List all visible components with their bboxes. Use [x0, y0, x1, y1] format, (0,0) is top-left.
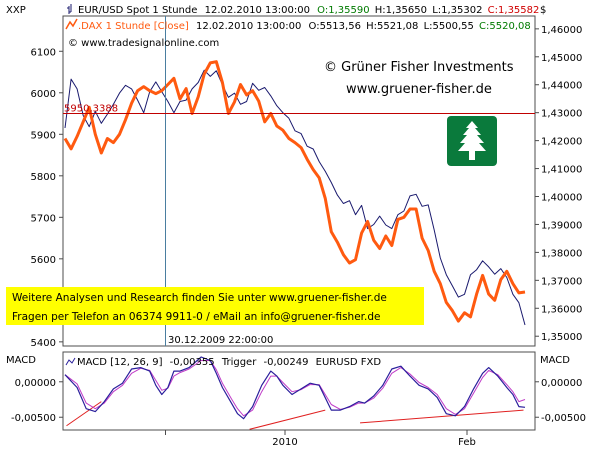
- x-tick-label: Feb: [458, 437, 476, 448]
- left-tick-label: 5900: [31, 130, 56, 141]
- left-tick-label: 6100: [31, 47, 56, 58]
- macd-legend-trigger-value: -0,00249: [264, 357, 309, 368]
- macd-series-layer: [64, 356, 526, 420]
- right-tick-label: 1,36000: [541, 304, 582, 315]
- svg-text:.DAX 1 Stunde [Close]: .DAX 1 Stunde [Close] 12.02.2010 13:00:0…: [78, 21, 531, 32]
- left-tick-label: 6000: [31, 89, 56, 100]
- macd-right-label: MACD: [540, 355, 570, 366]
- legend-dax-open: O:5513,56: [309, 21, 361, 32]
- dax-line: [63, 60, 526, 323]
- right-tick-label: 1,41000: [541, 165, 582, 176]
- right-tick-label: 1,44000: [541, 81, 582, 92]
- right-axis-label: $: [540, 5, 546, 16]
- macd-line-icon: [65, 357, 76, 366]
- right-axis: 1,35000 1,36000 1,37000 1,38000 1,39000 1,400…: [535, 25, 582, 343]
- macd-left-tick-label: 0,00000: [15, 378, 56, 389]
- right-tick-label: 1,39000: [541, 220, 582, 231]
- macd-left-label: MACD: [6, 355, 36, 366]
- right-tick-label: 1,42000: [541, 137, 582, 148]
- svg-text:MACD [12, 26, 9] -0,0035: MACD [12, 26, 9] -0,00355 Trigger -0,002…: [77, 357, 381, 368]
- macd-axes: 0,00000 0,00000 -0,00500 -0,00500: [11, 378, 586, 424]
- info-box: Weitere Analysen und Research finden Sie…: [6, 287, 424, 325]
- legend-eurusd-open: O:1,35590: [317, 5, 369, 16]
- svg-text:EUR/USD Spot 1 Stunde: EUR/USD Spot 1 Stunde 12.02.2010 13:00:0…: [78, 5, 539, 16]
- right-tick-label: 1,37000: [541, 276, 582, 287]
- tree-icon: [458, 121, 486, 151]
- macd-trend-line: [360, 409, 524, 424]
- watermark-company: © Grüner Fisher Investments: [324, 60, 514, 75]
- macd-right-tick-label: -0,00500: [541, 413, 586, 424]
- macd-trend-line: [66, 401, 102, 427]
- x-tick-label: 2010: [272, 437, 297, 448]
- legend-dax-high: H:5521,08: [366, 21, 418, 32]
- macd-legend-trigger-name: Trigger: [221, 357, 257, 368]
- legend-eurusd-close: C:1,35582: [488, 5, 540, 16]
- legend-dax-time: 12.02.2010 13:00:00: [196, 21, 301, 32]
- macd-trend-lines: [66, 401, 524, 430]
- legend-item-eurusd: EUR/USD Spot 1 Stunde 12.02.2010 13:00:0…: [67, 4, 539, 16]
- legend-dax-close: C:5520,08: [479, 21, 531, 32]
- left-tick-label: 5700: [31, 213, 56, 224]
- left-tick-label: 5600: [31, 255, 56, 266]
- main-series-layer: [63, 60, 526, 326]
- legend-dax-name: .DAX 1 Stunde [Close]: [78, 21, 189, 32]
- left-tick-label: 5400: [31, 338, 56, 349]
- legend-dax-low: L:5500,55: [424, 21, 474, 32]
- right-tick-label: 1,46000: [541, 25, 582, 36]
- legend-item-dax: .DAX 1 Stunde [Close] 12.02.2010 13:00:0…: [65, 18, 531, 32]
- macd-line: [64, 356, 526, 420]
- legend-eurusd-name: EUR/USD Spot 1 Stunde: [78, 5, 197, 16]
- bar-series-icon: [67, 4, 72, 14]
- info-line-contact: Fragen per Telefon an 06374 9911-0 / eMa…: [12, 311, 380, 323]
- company-logo: [447, 116, 497, 166]
- macd-left-tick-label: -0,00500: [11, 413, 56, 424]
- macd-legend: MACD [12, 26, 9] -0,00355 Trigger -0,002…: [65, 357, 381, 368]
- left-tick-label: 5800: [31, 172, 56, 183]
- right-tick-label: 1,40000: [541, 193, 582, 204]
- macd-trend-line: [249, 409, 326, 430]
- macd-legend-value: -0,00355: [170, 357, 215, 368]
- info-line-research: Weitere Analysen und Research finden Sie…: [12, 292, 387, 304]
- horizontal-level-label: 5950,3388: [64, 104, 118, 115]
- right-tick-label: 1,38000: [541, 248, 582, 259]
- source-credit: © www.tradesignalonline.com: [68, 38, 219, 49]
- right-tick-label: 1,43000: [541, 109, 582, 120]
- left-axis-label: XXP: [6, 5, 26, 16]
- x-axis: 2010 Feb: [165, 430, 476, 448]
- line-series-icon: [65, 18, 78, 30]
- macd-right-tick-label: 0,00000: [541, 378, 582, 389]
- macd-legend-name: MACD [12, 26, 9]: [77, 357, 163, 368]
- eurusd-line: [64, 69, 526, 326]
- crosshair-time-label: 30.12.2009 22:00:00: [168, 335, 273, 346]
- macd-legend-instrument: EURUSD FXD: [316, 357, 382, 368]
- legend: EUR/USD Spot 1 Stunde 12.02.2010 13:00:0…: [65, 4, 539, 32]
- legend-eurusd-high: H:1,35650: [375, 5, 427, 16]
- right-tick-label: 1,45000: [541, 53, 582, 64]
- legend-eurusd-low: L:1,35302: [432, 5, 482, 16]
- right-tick-label: 1,35000: [541, 332, 582, 343]
- legend-eurusd-time: 12.02.2010 13:00:00: [205, 5, 310, 16]
- watermark-url: www.gruener-fisher.de: [346, 82, 492, 97]
